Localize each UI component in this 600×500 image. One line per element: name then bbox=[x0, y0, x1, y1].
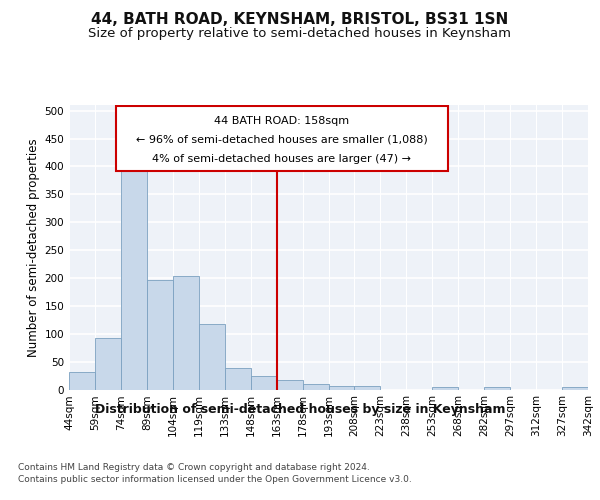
Text: ← 96% of semi-detached houses are smaller (1,088): ← 96% of semi-detached houses are smalle… bbox=[136, 135, 428, 145]
Bar bbox=[277, 380, 302, 390]
Text: 4% of semi-detached houses are larger (47) →: 4% of semi-detached houses are larger (4… bbox=[152, 154, 411, 164]
Text: 44 BATH ROAD: 158sqm: 44 BATH ROAD: 158sqm bbox=[214, 116, 349, 126]
Bar bbox=[302, 384, 329, 390]
Bar bbox=[433, 387, 458, 390]
Bar bbox=[484, 387, 510, 390]
Bar bbox=[225, 368, 251, 390]
Bar bbox=[69, 372, 95, 390]
Text: Contains public sector information licensed under the Open Government Licence v3: Contains public sector information licen… bbox=[18, 475, 412, 484]
FancyBboxPatch shape bbox=[116, 106, 448, 170]
Bar bbox=[251, 376, 277, 390]
Text: Contains HM Land Registry data © Crown copyright and database right 2024.: Contains HM Land Registry data © Crown c… bbox=[18, 462, 370, 471]
Bar bbox=[95, 338, 121, 390]
Bar bbox=[121, 164, 147, 390]
Text: Size of property relative to semi-detached houses in Keynsham: Size of property relative to semi-detach… bbox=[89, 27, 511, 40]
Bar bbox=[147, 280, 173, 390]
Text: 44, BATH ROAD, KEYNSHAM, BRISTOL, BS31 1SN: 44, BATH ROAD, KEYNSHAM, BRISTOL, BS31 1… bbox=[91, 12, 509, 28]
Bar bbox=[173, 276, 199, 390]
Bar bbox=[355, 386, 380, 390]
Bar bbox=[329, 386, 355, 390]
Bar bbox=[199, 324, 224, 390]
Bar bbox=[562, 387, 588, 390]
Y-axis label: Number of semi-detached properties: Number of semi-detached properties bbox=[27, 138, 40, 357]
Text: Distribution of semi-detached houses by size in Keynsham: Distribution of semi-detached houses by … bbox=[95, 402, 505, 415]
